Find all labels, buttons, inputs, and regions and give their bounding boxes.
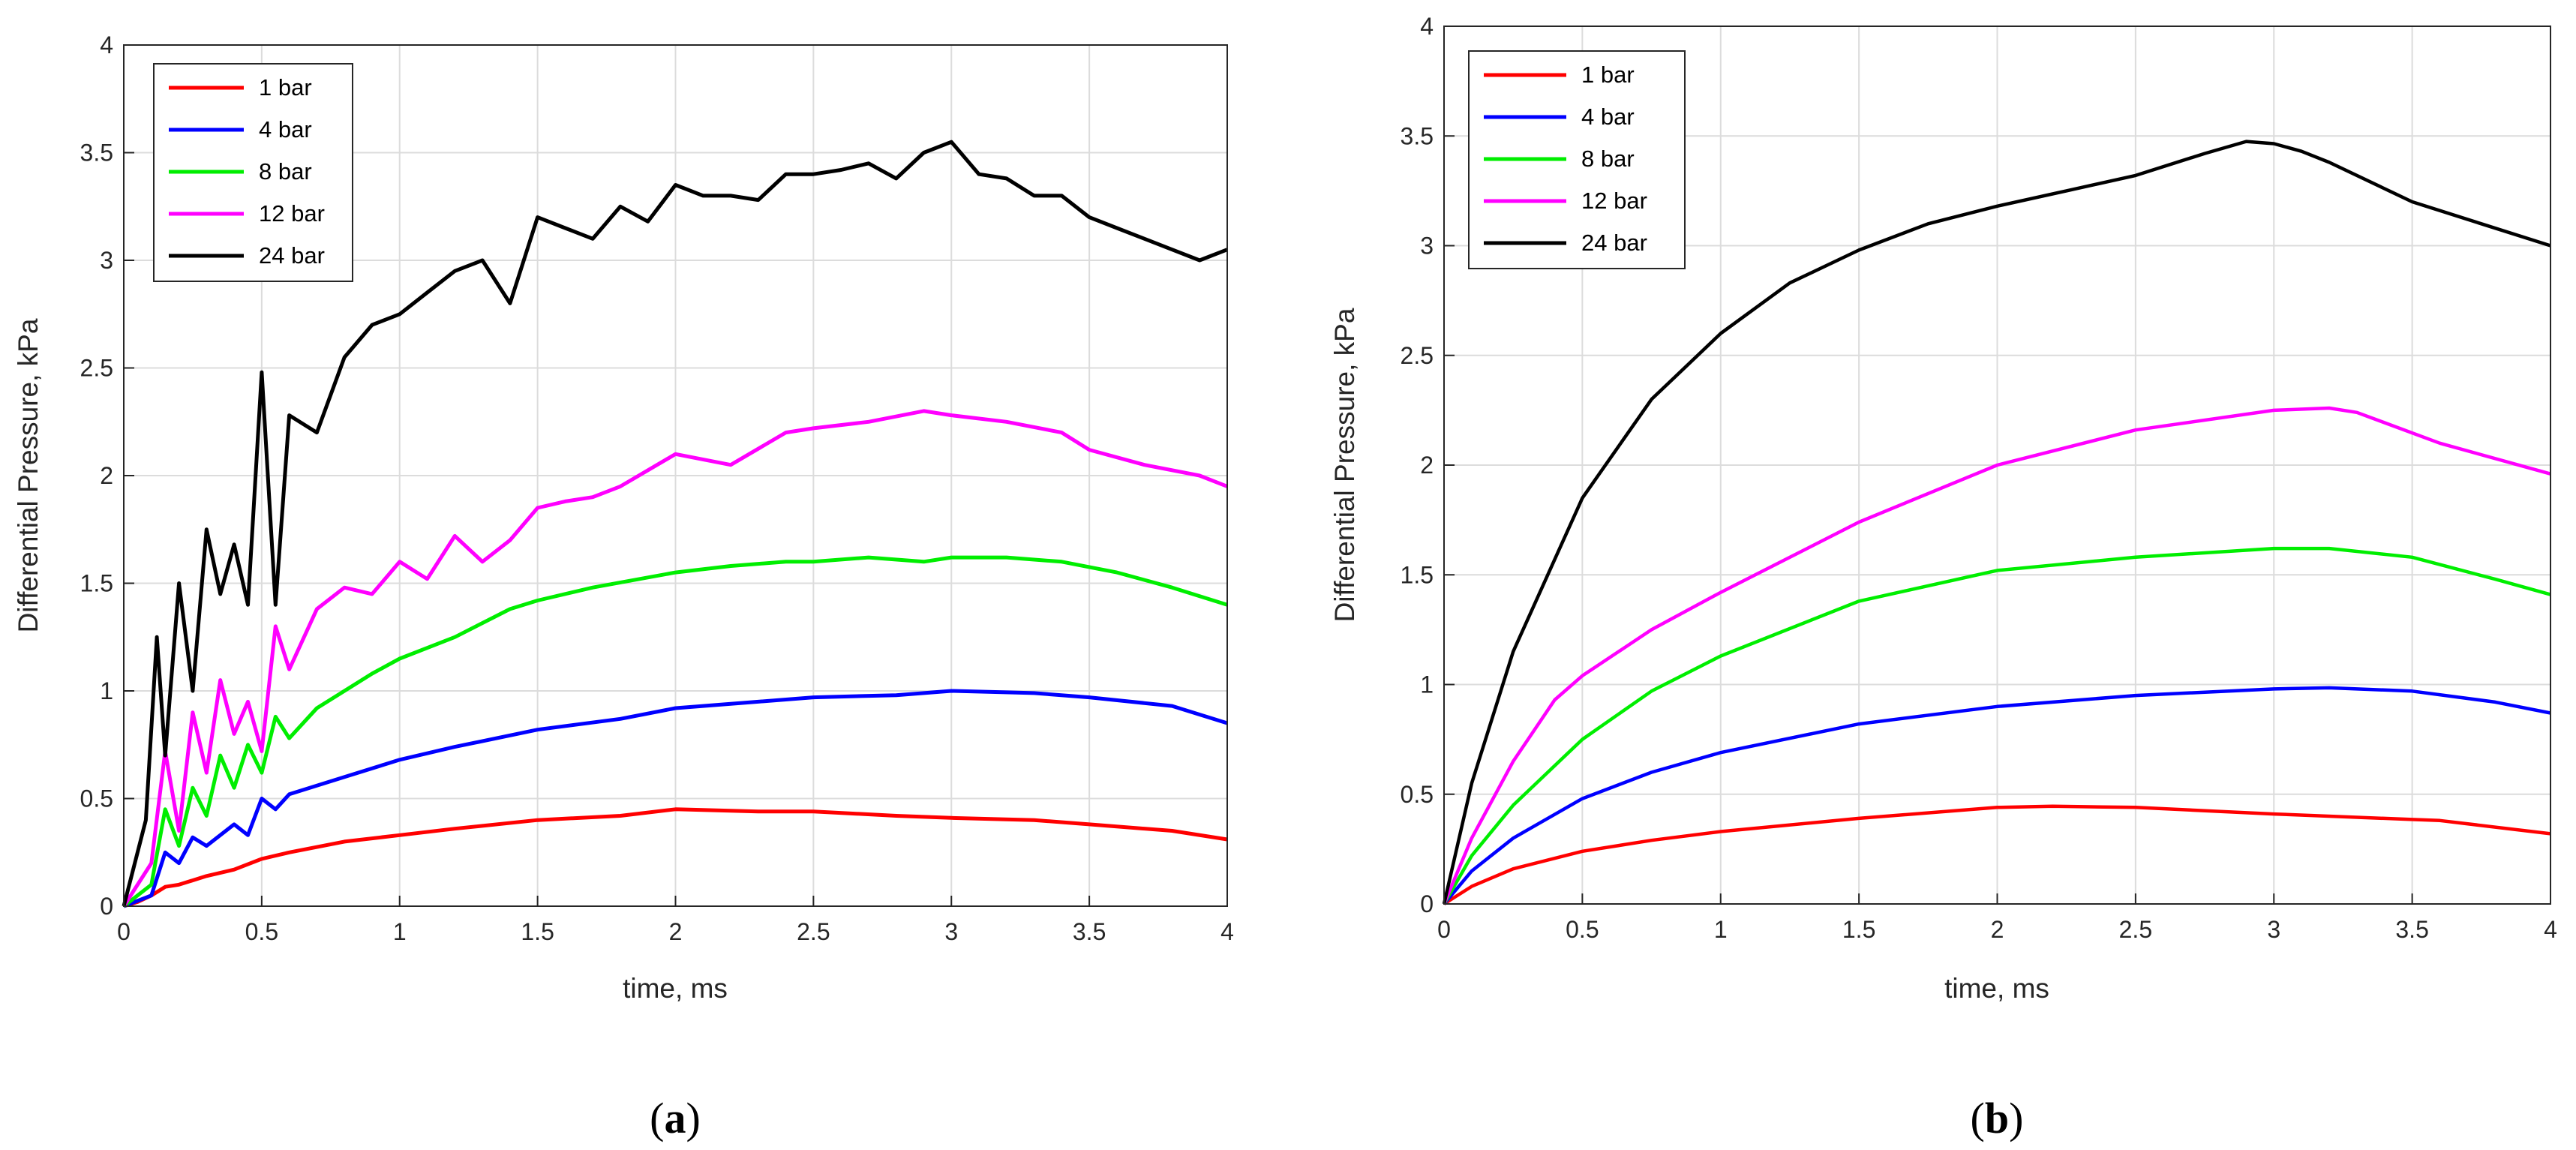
legend-label: 4 bar: [259, 116, 312, 143]
x-tick-label: 0.5: [245, 918, 278, 945]
legend-b: 1 bar 4 bar 8 bar 12 bar 24 bar: [1468, 50, 1686, 269]
legend-label: 8 bar: [259, 158, 312, 185]
legend-label: 1 bar: [259, 74, 312, 101]
y-tick-label: 0: [100, 893, 113, 920]
ticks-b: [1443, 26, 2551, 905]
caption-b: (b): [1971, 1094, 2024, 1142]
series-a: [122, 140, 1228, 908]
x-tick-label: 0: [1437, 916, 1451, 943]
x-tick-label: 1.5: [521, 918, 554, 945]
y-tick-label: 2: [1420, 452, 1434, 479]
series-line-12-bar: [1442, 406, 2551, 905]
y-tick-labels-b: 0 0.5 1 1.5 2 2.5 3 3.5 4: [1401, 13, 1434, 917]
x-axis-label-a: time, ms: [623, 973, 728, 1004]
y-tick-label: 0: [1420, 890, 1434, 917]
y-tick-label: 2.5: [80, 355, 113, 382]
legend-label: 24 bar: [259, 242, 325, 269]
x-tick-labels-a: 0 0.5 1 1.5 2 2.5 3 3.5 4: [117, 918, 1234, 945]
legend-label: 1 bar: [1581, 62, 1635, 88]
x-tick-label: 1: [393, 918, 407, 945]
y-tick-label: 1: [1420, 671, 1434, 698]
panel-a: 0 0.5 1 1.5 2 2.5 3 3.5 4 0 0.5 1 1.5 2 2.5 3 3.5 4 time…: [13, 32, 1234, 1142]
y-tick-label: 3: [1420, 233, 1434, 260]
y-tick-label: 3.5: [1401, 122, 1434, 149]
series-line-4-bar: [123, 689, 1228, 908]
y-tick-label: 0.5: [80, 785, 113, 812]
y-tick-label: 4: [100, 32, 113, 59]
y-tick-label: 2: [100, 462, 113, 489]
ticks-a: [123, 44, 1228, 907]
panel-b: 0 0.5 1 1.5 2 2.5 3 3.5 4 0 0.5 1 1.5 2 2.5 3 3.5 4 time…: [1329, 13, 2557, 1142]
legend-a: 1 bar 4 bar 8 bar 12 bar 24 bar: [153, 63, 353, 282]
y-tick-label: 0.5: [1401, 781, 1434, 808]
x-tick-label: 2.5: [797, 918, 830, 945]
grid-a: [123, 44, 1228, 907]
legend-label: 12 bar: [1581, 188, 1647, 214]
series-line-8-bar: [1443, 546, 2551, 905]
y-tick-label: 3.5: [80, 140, 113, 167]
legend-label: 4 bar: [1581, 104, 1635, 130]
y-tick-label: 4: [1420, 13, 1434, 40]
series-line-24-bar: [1442, 140, 2551, 905]
x-tick-label: 4: [1220, 918, 1234, 945]
y-tick-label: 1.5: [1401, 561, 1434, 588]
x-tick-label: 2: [1991, 916, 2004, 943]
legend-label: 12 bar: [259, 200, 325, 227]
y-tick-label: 1: [100, 677, 113, 704]
x-tick-label: 4: [2544, 916, 2557, 943]
x-tick-label: 3.5: [2395, 916, 2428, 943]
y-axis-label-b: Differential Pressure, kPa: [1329, 308, 1360, 622]
series-line-1-bar: [123, 807, 1228, 908]
x-tick-label: 1: [1714, 916, 1728, 943]
legend-label: 8 bar: [1581, 146, 1635, 172]
x-tick-labels-b: 0 0.5 1 1.5 2 2.5 3 3.5 4: [1437, 916, 2557, 943]
caption-a: (a): [650, 1094, 701, 1142]
x-tick-label: 3.5: [1073, 918, 1106, 945]
x-tick-label: 3: [944, 918, 958, 945]
series-line-8-bar: [122, 555, 1228, 908]
series-line-12-bar: [122, 409, 1228, 908]
series-line-1-bar: [1443, 804, 2551, 905]
y-tick-labels-a: 0 0.5 1 1.5 2 2.5 3 3.5 4: [80, 32, 113, 920]
series-line-4-bar: [1443, 686, 2551, 905]
y-axis-label-a: Differential Pressure, kPa: [13, 318, 44, 632]
x-axis-label-b: time, ms: [1944, 973, 2049, 1004]
legend-label: 24 bar: [1581, 230, 1647, 256]
x-tick-label: 0.5: [1566, 916, 1599, 943]
series-b: [1442, 140, 2551, 905]
y-tick-label: 2.5: [1401, 342, 1434, 369]
x-tick-label: 0: [117, 918, 131, 945]
series-line-24-bar: [122, 140, 1228, 907]
x-tick-label: 2.5: [2119, 916, 2152, 943]
x-tick-label: 3: [2267, 916, 2280, 943]
x-tick-label: 1.5: [1842, 916, 1875, 943]
y-tick-label: 3: [100, 247, 113, 274]
y-tick-label: 1.5: [80, 570, 113, 597]
x-tick-label: 2: [669, 918, 683, 945]
